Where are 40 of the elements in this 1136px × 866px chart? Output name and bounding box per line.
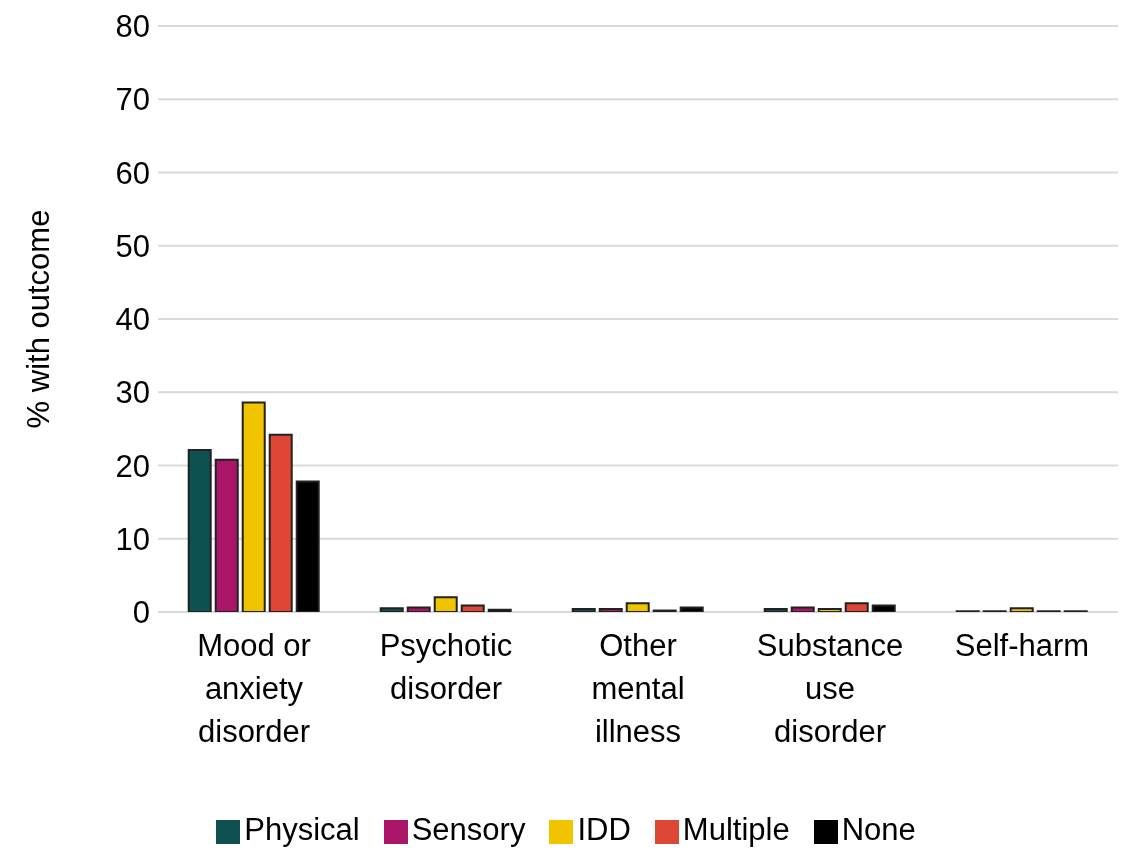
y-tick-label: 80	[115, 9, 150, 45]
bar	[433, 596, 458, 612]
bar	[571, 608, 596, 612]
y-tick-label: 0	[132, 595, 150, 631]
bar	[268, 433, 293, 612]
x-tick-label: Other mental illness	[591, 628, 685, 749]
bar	[844, 602, 869, 612]
bar	[187, 449, 212, 612]
bar	[241, 401, 266, 612]
legend-label: None	[841, 812, 916, 847]
y-tick-label: 70	[115, 82, 150, 118]
y-tick-label: 10	[115, 521, 150, 557]
y-tick-label: 20	[115, 448, 150, 484]
bar	[817, 608, 842, 612]
bar	[460, 604, 485, 612]
x-tick-label: Psychotic disorder	[379, 628, 513, 706]
legend-label: IDD	[577, 812, 631, 847]
bar	[625, 602, 650, 612]
bar	[379, 607, 404, 612]
legend-label: Multiple	[682, 812, 790, 847]
legend-label: Physical	[244, 812, 360, 847]
legend-label: Sensory	[411, 812, 526, 847]
bar	[406, 606, 431, 612]
bar	[598, 608, 623, 612]
y-axis-title: % with outcome	[21, 209, 57, 429]
bar	[214, 458, 239, 612]
x-tick-label: Self-harm	[954, 628, 1090, 663]
bar	[679, 606, 704, 612]
y-tick-label: 40	[115, 302, 150, 338]
bar	[1009, 607, 1034, 612]
bar	[790, 606, 815, 612]
bar	[487, 608, 512, 612]
y-tick-label: 30	[115, 375, 150, 411]
bar	[295, 480, 320, 612]
bar	[871, 604, 896, 612]
y-tick-label: 60	[115, 155, 150, 191]
x-tick-label: Substance use disorder	[756, 628, 904, 749]
x-tick-label: Mood or anxiety disorder	[197, 628, 311, 749]
bar	[763, 608, 788, 612]
y-tick-label: 50	[115, 228, 150, 264]
